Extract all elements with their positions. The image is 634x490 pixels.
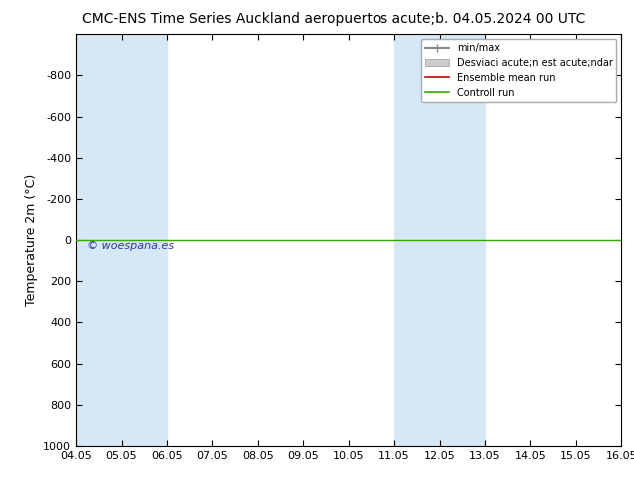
Bar [394,34,485,446]
Legend: min/max, Desviaci acute;n est acute;ndar, Ensemble mean run, Controll run: min/max, Desviaci acute;n est acute;ndar… [421,39,616,101]
Y-axis label: Temperature 2m (°C): Temperature 2m (°C) [25,174,37,306]
Text: © woespana.es: © woespana.es [87,242,174,251]
Bar [76,34,167,446]
Text: s acute;b. 04.05.2024 00 UTC: s acute;b. 04.05.2024 00 UTC [380,12,586,26]
Text: CMC-ENS Time Series Auckland aeropuerto: CMC-ENS Time Series Auckland aeropuerto [82,12,382,26]
